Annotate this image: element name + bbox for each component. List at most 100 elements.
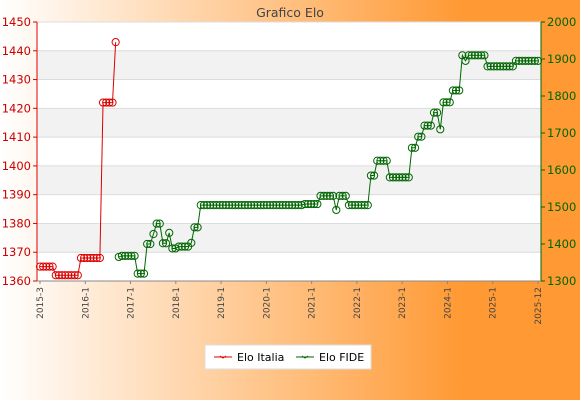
data-point-elo-fide — [240, 201, 249, 210]
data-point-elo-fide — [448, 86, 457, 95]
data-point-elo-fide — [313, 199, 322, 209]
data-point-elo-fide — [288, 201, 297, 210]
data-point-elo-fide — [521, 56, 530, 65]
x-axis: 2015-3 2016-1 2017-1 2018-1 2019-1 2020-1 2021… — [36, 280, 544, 325]
x-tick-label: 2020-1 — [262, 287, 272, 319]
data-point-elo-fide — [505, 62, 514, 71]
data-point-elo-fide — [209, 201, 218, 210]
data-point-elo-fide — [221, 201, 231, 210]
y-left-tick-label: 1440 — [2, 44, 31, 58]
data-point-elo-fide — [228, 201, 237, 210]
data-point-elo-fide — [530, 56, 539, 65]
data-point-elo-italia — [57, 271, 67, 280]
data-point-elo-fide — [420, 121, 429, 130]
data-point-elo-fide — [464, 51, 473, 60]
data-point-elo-fide — [259, 201, 268, 210]
data-point-elo-fide — [401, 173, 410, 182]
data-point-elo-fide — [265, 201, 275, 210]
data-point-elo-italia — [80, 253, 89, 263]
data-point-elo-fide — [325, 191, 335, 200]
data-point-elo-fide — [436, 125, 445, 134]
y-right-tick-label: 1800 — [547, 89, 576, 103]
data-point-elo-fide — [379, 156, 388, 165]
data-point-elo-fide — [237, 201, 246, 210]
data-point-elo-fide — [133, 269, 142, 278]
data-point-elo-fide — [291, 201, 300, 210]
x-tick-label: 2017-1 — [127, 287, 137, 319]
legend-label-elo-italia: Elo Italia — [237, 351, 284, 364]
x-tick-label: 2021-1 — [308, 287, 318, 319]
data-point-elo-fide — [354, 201, 363, 210]
y-axis-left: 1360 1370 1380 1390 1400 1410 1420 1430 1440 1450 — [2, 15, 38, 288]
data-point-elo-fide — [146, 239, 155, 249]
data-point-elo-fide — [366, 171, 376, 180]
data-point-elo-fide — [470, 51, 480, 60]
data-point-elo-fide — [344, 201, 353, 210]
data-point-elo-fide — [373, 156, 382, 165]
data-point-elo-fide — [187, 238, 196, 247]
data-point-elo-fide — [161, 239, 171, 248]
data-point-elo-fide — [218, 201, 227, 210]
data-point-elo-fide — [294, 201, 303, 210]
data-point-elo-fide — [139, 269, 149, 278]
data-point-elo-italia — [54, 271, 64, 280]
data-point-elo-fide — [483, 62, 492, 71]
x-tick-label: 2025-1 — [489, 287, 499, 319]
data-point-elo-fide — [423, 121, 432, 130]
y-right-tick-label: 1400 — [547, 237, 576, 251]
data-point-elo-fide — [502, 62, 511, 71]
y-left-tick-label: 1450 — [2, 15, 31, 29]
data-point-elo-fide — [310, 199, 319, 209]
data-point-elo-italia — [61, 271, 70, 280]
data-point-elo-fide — [426, 121, 435, 130]
data-point-elo-fide — [335, 191, 344, 200]
grid-band — [37, 223, 541, 253]
data-point-elo-fide — [127, 251, 136, 260]
data-point-elo-italia — [95, 253, 104, 263]
y-left-tick-label: 1380 — [2, 216, 31, 230]
data-point-elo-fide — [149, 229, 158, 239]
legend-label-elo-fide: Elo FIDE — [319, 351, 364, 364]
data-point-elo-fide — [215, 201, 224, 210]
data-point-elo-fide — [269, 201, 278, 210]
y-left-tick-label: 1390 — [2, 188, 31, 202]
data-point-elo-fide — [392, 173, 401, 182]
data-point-elo-italia — [73, 271, 82, 280]
data-point-elo-fide — [455, 86, 464, 95]
data-point-elo-fide — [445, 98, 454, 107]
data-point-elo-fide — [121, 251, 130, 260]
data-point-elo-fide — [225, 201, 234, 210]
grid-band — [37, 108, 541, 138]
data-point-elo-italia — [111, 38, 120, 47]
data-point-elo-fide — [486, 62, 495, 71]
data-point-elo-fide — [256, 201, 265, 210]
data-point-elo-fide — [474, 51, 483, 60]
data-point-elo-fide — [332, 205, 341, 215]
x-tick-label: 2022-1 — [353, 287, 363, 319]
data-point-elo-fide — [243, 201, 253, 210]
data-point-elo-fide — [511, 56, 521, 65]
data-point-elo-fide — [193, 223, 202, 232]
data-point-elo-fide — [533, 56, 543, 65]
data-point-elo-fide — [395, 173, 404, 182]
data-point-elo-fide — [272, 201, 281, 210]
data-point-elo-fide — [442, 98, 451, 107]
data-point-elo-fide — [414, 132, 423, 141]
data-point-elo-fide — [467, 51, 476, 60]
data-point-elo-fide — [496, 62, 505, 71]
legend: Elo Italia Elo FIDE — [204, 344, 372, 370]
data-point-elo-fide — [278, 201, 287, 210]
data-point-elo-fide — [398, 173, 407, 182]
y-left-tick-label: 1400 — [2, 159, 31, 173]
data-point-elo-fide — [190, 223, 199, 232]
y-left-tick-label: 1370 — [2, 245, 31, 259]
data-point-elo-fide — [319, 191, 328, 200]
legend-box — [204, 344, 372, 370]
data-point-elo-fide — [206, 201, 215, 210]
data-point-elo-fide — [316, 191, 325, 200]
data-point-elo-fide — [480, 51, 489, 60]
data-point-elo-fide — [360, 201, 369, 210]
x-tick-label: 2016-1 — [81, 287, 91, 319]
y-right-tick-label: 2000 — [547, 15, 576, 29]
data-point-elo-fide — [196, 201, 205, 210]
